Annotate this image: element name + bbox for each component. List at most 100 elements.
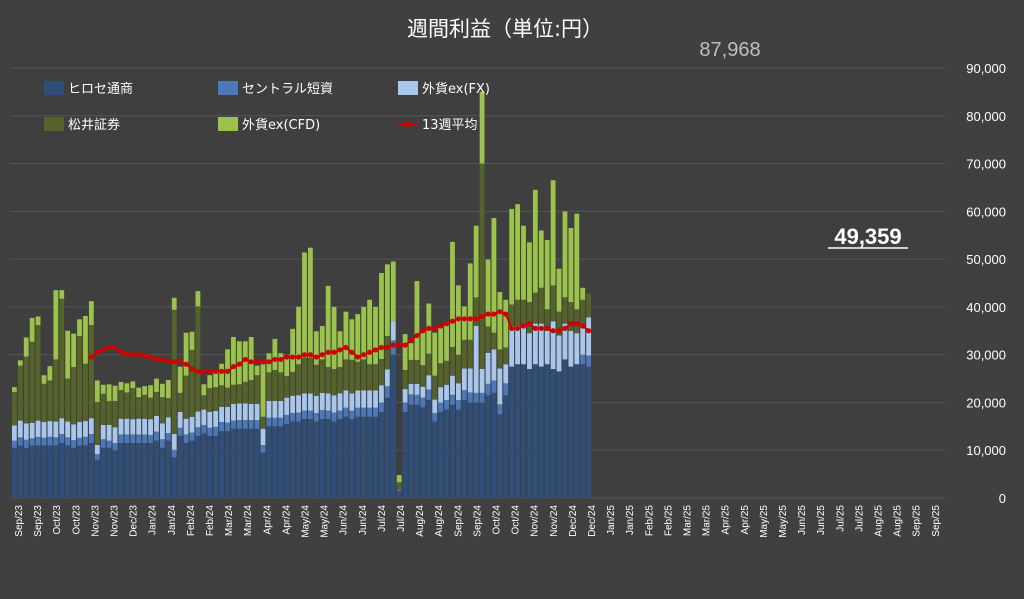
bar-segment <box>396 490 402 498</box>
bar-segment <box>497 404 503 415</box>
bar-segment <box>331 306 337 369</box>
bar-segment <box>420 386 426 398</box>
bar-segment <box>319 392 325 411</box>
x-tick-label: Oct/24 <box>492 505 503 535</box>
y-tick-label: 0 <box>999 491 1006 506</box>
bar-segment <box>444 400 449 410</box>
bar-segment <box>384 336 390 370</box>
bar-segment <box>432 399 438 413</box>
bar-segment <box>207 412 213 428</box>
bar-segment <box>100 447 106 498</box>
bar-segment <box>17 360 23 366</box>
bar-segment <box>266 372 272 402</box>
bar-segment <box>71 447 76 498</box>
x-tick-label: Jun/24 <box>339 505 350 535</box>
bar-segment <box>384 369 390 387</box>
bar-segment <box>154 440 159 498</box>
bar-segment <box>414 383 420 395</box>
bar-segment <box>373 416 378 498</box>
average-point <box>461 316 467 322</box>
x-tick-label: Apr/25 <box>721 505 732 535</box>
bar-segment <box>12 391 17 426</box>
average-point <box>295 354 302 360</box>
bar-segment <box>325 285 331 368</box>
x-tick-label: Mar/24 <box>243 505 254 537</box>
bar-segment <box>278 417 284 427</box>
bar-segment <box>497 414 503 498</box>
bar-segment <box>384 264 390 337</box>
average-point <box>455 316 461 322</box>
x-tick-label: Jun/25 <box>816 505 827 535</box>
x-tick-label: May/25 <box>759 505 770 538</box>
bar-segment <box>23 447 29 498</box>
bar-segment <box>136 387 142 398</box>
bar-segment <box>53 290 59 360</box>
bar-segment <box>177 435 183 498</box>
bar-segment <box>485 326 491 353</box>
bar-segment <box>379 402 384 412</box>
x-tick-label: Dec/24 <box>568 505 579 537</box>
bar-segment <box>284 397 290 415</box>
bar-segment <box>497 368 503 405</box>
bar-segment <box>491 332 497 350</box>
bar-segment <box>467 263 473 340</box>
x-tick-label: Feb/25 <box>644 505 655 537</box>
average-point <box>153 356 160 363</box>
bar-segment <box>296 306 301 365</box>
bar-segment <box>160 447 165 498</box>
bar-segment <box>402 334 408 370</box>
bar-segment <box>195 306 201 412</box>
bar-segment <box>384 397 390 498</box>
y-tick-label: 30,000 <box>966 348 1006 363</box>
bar-segment <box>361 407 367 417</box>
average-point <box>301 352 308 358</box>
average-point <box>207 368 213 374</box>
x-tick-label: Jan/24 <box>148 505 159 535</box>
bar-segment <box>426 353 432 376</box>
bar-segment <box>544 364 550 498</box>
bar-segment <box>302 252 307 358</box>
bar-segment <box>100 384 106 394</box>
bar-segment <box>242 428 248 498</box>
bar-segment <box>189 416 195 433</box>
x-tick-label: Sep/23 <box>33 505 44 537</box>
bar-segment <box>219 406 224 423</box>
bar-segment <box>290 371 296 396</box>
bar-segment <box>35 420 41 437</box>
x-tick-label: Oct/23 <box>71 505 82 535</box>
bar-segment <box>47 380 53 422</box>
bar-segment <box>485 259 491 327</box>
y-tick-label: 50,000 <box>966 252 1006 267</box>
x-tick-label: Sep/23 <box>14 505 25 537</box>
bar-segment <box>12 447 17 498</box>
bar-segment <box>467 402 473 498</box>
average-point <box>580 323 586 329</box>
bar-segment <box>586 293 592 318</box>
bar-segment <box>183 434 189 444</box>
bar-segment <box>538 366 544 498</box>
bar-segment <box>260 428 266 445</box>
bar-segment <box>444 325 449 361</box>
bar-segment <box>580 299 586 326</box>
average-point <box>420 328 426 334</box>
bar-segment <box>308 393 313 411</box>
bar-segment <box>402 412 408 498</box>
bar-segment <box>272 369 278 402</box>
bar-segment <box>23 356 29 424</box>
average-point <box>467 316 473 322</box>
average-point <box>130 352 136 358</box>
bar-segment <box>189 432 195 441</box>
bar-segment <box>426 375 432 390</box>
x-tick-label: Apr/24 <box>262 505 273 535</box>
bar-segment <box>118 434 124 444</box>
x-tick-label: Jul/24 <box>377 505 388 532</box>
bar-segment <box>254 365 260 376</box>
bar-segment <box>313 331 319 365</box>
bar-segment <box>491 218 497 333</box>
bar-segment <box>47 445 53 498</box>
bar-segment <box>160 439 165 448</box>
bar-segment <box>207 388 213 412</box>
bar-segment <box>438 325 444 364</box>
bar-segment <box>450 241 455 348</box>
bar-segment <box>509 326 515 367</box>
